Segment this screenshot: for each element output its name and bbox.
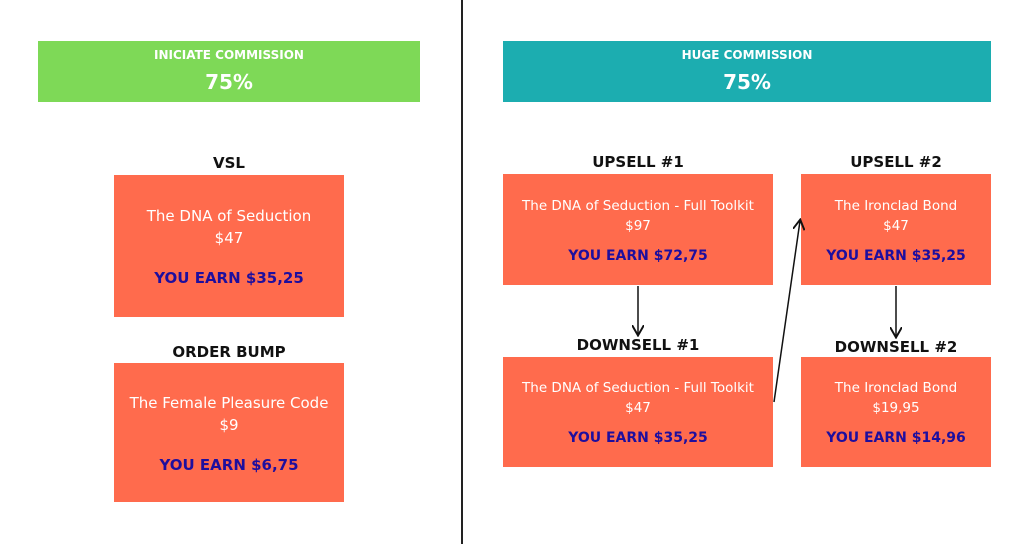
product-price: $47 (625, 400, 651, 416)
downsell2-card: The Ironclad Bond $19,95 YOU EARN $14,96 (801, 357, 991, 467)
product-price: $9 (219, 415, 239, 434)
earn-text: YOU EARN $35,25 (568, 430, 708, 446)
upsell1-label: UPSELL #1 (592, 153, 684, 171)
arrow-downsell1-to-upsell2 (773, 221, 800, 403)
product-name: The Ironclad Bond (834, 380, 958, 396)
product-price: $97 (625, 217, 651, 234)
huge-commission-banner: HUGE COMMISSION 75% (503, 41, 991, 102)
earn-text: YOU EARN $35,25 (154, 269, 304, 287)
product-name: The DNA of Seduction - Full Toolkit (522, 380, 754, 396)
downsell2-label: DOWNSELL #2 (834, 338, 958, 356)
product-price: $47 (883, 217, 909, 234)
divider (461, 0, 463, 544)
upsell2-label: UPSELL #2 (850, 153, 942, 171)
product-name: The DNA of Seduction (146, 207, 312, 225)
upsell2-card: The Ironclad Bond $47 YOU EARN $35,25 (801, 174, 991, 285)
vsl-label: VSL (213, 154, 245, 172)
iniciate-commission-banner: INICIATE COMMISSION 75% (38, 41, 420, 102)
banner-title: HUGE COMMISSION (681, 48, 813, 62)
earn-text: YOU EARN $6,75 (159, 455, 299, 474)
downsell1-card: The DNA of Seduction - Full Toolkit $47 … (503, 357, 773, 467)
earn-text: YOU EARN $14,96 (826, 430, 966, 446)
product-name: The Female Pleasure Code (129, 393, 329, 412)
order-bump-card: The Female Pleasure Code $9 YOU EARN $6,… (114, 363, 344, 502)
earn-text: YOU EARN $72,75 (568, 247, 708, 264)
downsell1-label: DOWNSELL #1 (576, 336, 700, 354)
product-price: $19,95 (872, 400, 920, 416)
vsl-card: The DNA of Seduction $47 YOU EARN $35,25 (114, 175, 344, 317)
product-price: $47 (214, 229, 244, 247)
earn-text: YOU EARN $35,25 (826, 247, 966, 264)
upsell1-card: The DNA of Seduction - Full Toolkit $97 … (503, 174, 773, 285)
order-bump-label: ORDER BUMP (172, 343, 286, 361)
product-name: The DNA of Seduction - Full Toolkit (522, 197, 754, 214)
banner-title: INICIATE COMMISSION (154, 48, 304, 62)
banner-percent: 75% (723, 70, 771, 94)
banner-percent: 75% (205, 70, 253, 94)
product-name: The Ironclad Bond (834, 197, 958, 214)
